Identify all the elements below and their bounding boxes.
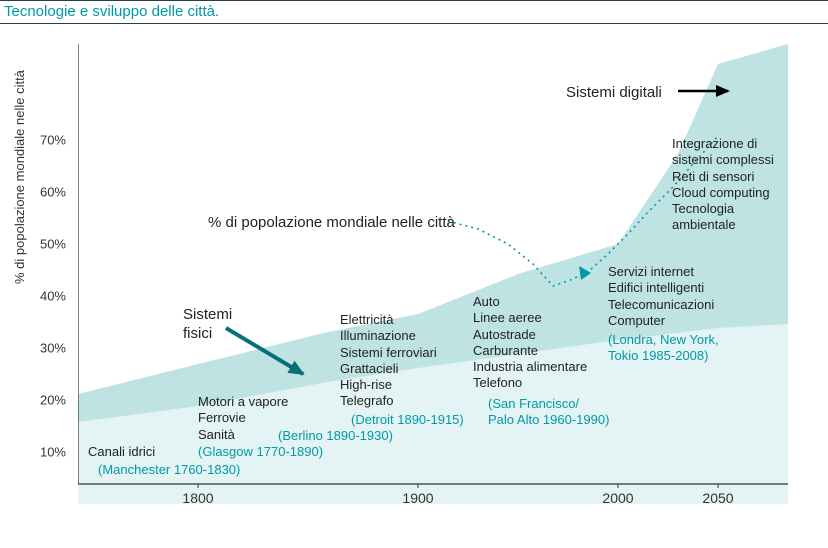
x-tick: 2000 [602, 490, 633, 506]
y-tick: 10% [26, 445, 66, 460]
x-ticks: 1800 1900 2000 2050 [78, 484, 788, 504]
annotation-col3_city2: (Berlino 1890-1930) [278, 428, 393, 444]
y-tick: 70% [26, 133, 66, 148]
annotation-col6_tech: Integrazione disistemi complessiReti di … [672, 136, 774, 234]
annotation-layer: Sistemi digitali Sistemifisici % di popola… [78, 44, 788, 504]
y-ticks: 10%20%30%40%50%60%70% [32, 44, 72, 504]
annotation-col5_city: (Londra, New York,Tokio 1985-2008) [608, 332, 719, 365]
title-bar: Tecnologie e sviluppo delle città. [0, 0, 828, 24]
y-tick: 40% [26, 289, 66, 304]
y-axis-left-label: % di popolazione mondiale nelle città [12, 70, 27, 284]
annotation-col4_tech: AutoLinee aereeAutostradeCarburanteIndus… [473, 294, 587, 392]
plot-area: Sistemi digitali Sistemifisici % di popola… [78, 44, 788, 504]
x-tick: 1800 [182, 490, 213, 506]
annotation-digital_systems: Sistemi digitali [566, 84, 662, 103]
x-tick: 1900 [402, 490, 433, 506]
annotation-col5_tech: Servizi internetEdifici intelligentiTele… [608, 264, 714, 329]
x-tick: 2050 [702, 490, 733, 506]
annotation-col1_tech: Canali idrici [88, 444, 155, 460]
y-tick: 30% [26, 341, 66, 356]
chart-wrap: % di popolazione mondiale nelle città Te… [0, 24, 828, 544]
y-tick: 50% [26, 237, 66, 252]
annotation-col3_city1: (Detroit 1890-1915) [351, 412, 464, 428]
annotation-col1_city: (Manchester 1760-1830) [98, 462, 240, 478]
annotation-physical_systems: Sistemifisici [183, 306, 232, 344]
y-tick: 20% [26, 393, 66, 408]
chart-title: Tecnologie e sviluppo delle città. [4, 3, 219, 20]
annotation-col3_tech: ElettricitàIlluminazioneSistemi ferrovia… [340, 312, 437, 410]
annotation-curve_label: % di popolazione mondiale nelle città [208, 214, 455, 233]
annotation-col4_city: (San Francisco/Palo Alto 1960-1990) [488, 396, 609, 429]
annotation-col2_tech: Motori a vaporeFerrovieSanità [198, 394, 288, 443]
annotation-col2_city: (Glasgow 1770-1890) [198, 444, 323, 460]
y-tick: 60% [26, 185, 66, 200]
